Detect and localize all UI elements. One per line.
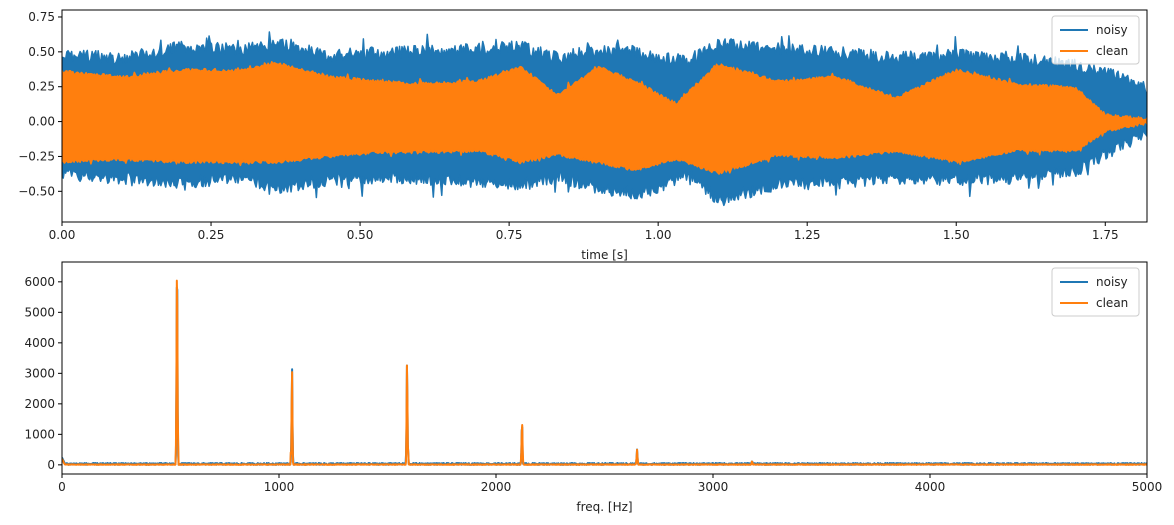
x-tick-label: 1.00: [645, 228, 672, 242]
series-noisy-spectrum: [62, 286, 1147, 466]
freq-x-ticks: 0 1000 2000 3000 4000 5000: [58, 474, 1162, 494]
freq-axes-frame: [61, 261, 1148, 475]
x-tick-label: 1.50: [943, 228, 970, 242]
y-tick-label: −0.25: [18, 149, 55, 163]
x-tick-label: 0.25: [198, 228, 225, 242]
time-domain-panel: 0.00 0.25 0.50 0.75 1.00 1.25 1.50 1.75 −0.50−0…: [18, 9, 1148, 262]
legend-label-clean: clean: [1096, 296, 1128, 310]
x-tick-label: 0: [58, 480, 66, 494]
time-axes-frame: [61, 9, 1148, 223]
x-tick-label: 2000: [481, 480, 512, 494]
x-tick-label: 1.25: [794, 228, 821, 242]
x-tick-label: 0.00: [49, 228, 76, 242]
x-tick-label: 1.75: [1092, 228, 1119, 242]
x-tick-label: 5000: [1132, 480, 1163, 494]
legend-label-noisy: noisy: [1096, 275, 1128, 289]
x-tick-label: 0.50: [347, 228, 374, 242]
y-tick-label: 1000: [24, 427, 55, 441]
time-legend: noisy clean: [1051, 15, 1140, 65]
y-tick-label: 0.50: [28, 45, 55, 59]
legend-label-noisy: noisy: [1096, 23, 1128, 37]
series-clean-spectrum: [62, 279, 1147, 466]
time-x-axis-label: time [s]: [581, 248, 628, 262]
y-tick-label: 5000: [24, 305, 55, 319]
freq-y-ticks: 0 1000 2000 3000 4000 5000 6000: [24, 275, 62, 472]
freq-legend: noisy clean: [1051, 267, 1140, 317]
y-tick-label: 4000: [24, 336, 55, 350]
y-tick-label: 6000: [24, 275, 55, 289]
legend-label-clean: clean: [1096, 44, 1128, 58]
time-y-ticks: −0.50 −0.25 0.00 0.25 0.50 0.75: [18, 10, 62, 198]
series-clean-waveform: [62, 60, 1147, 175]
freq-x-axis-label: freq. [Hz]: [576, 500, 632, 514]
x-tick-label: 0.75: [496, 228, 523, 242]
freq-plot-area: [62, 279, 1147, 466]
y-tick-label: 0.75: [28, 10, 55, 24]
y-tick-label: 0: [47, 458, 55, 472]
time-x-ticks: 0.00 0.25 0.50 0.75 1.00 1.25 1.50 1.75: [49, 222, 1119, 242]
x-tick-label: 1000: [264, 480, 295, 494]
x-tick-label: 4000: [915, 480, 946, 494]
y-tick-label: 0.00: [28, 115, 55, 129]
y-tick-label: 2000: [24, 397, 55, 411]
x-tick-label: 3000: [698, 480, 729, 494]
y-tick-label: 0.25: [28, 80, 55, 94]
time-plot-area: [62, 31, 1147, 207]
frequency-domain-panel: 0 1000 2000 3000 4000 5000 0 1000 2000 3000 4000 5…: [24, 261, 1162, 514]
y-tick-label: 3000: [24, 366, 55, 380]
y-tick-label: −0.50: [18, 184, 55, 198]
